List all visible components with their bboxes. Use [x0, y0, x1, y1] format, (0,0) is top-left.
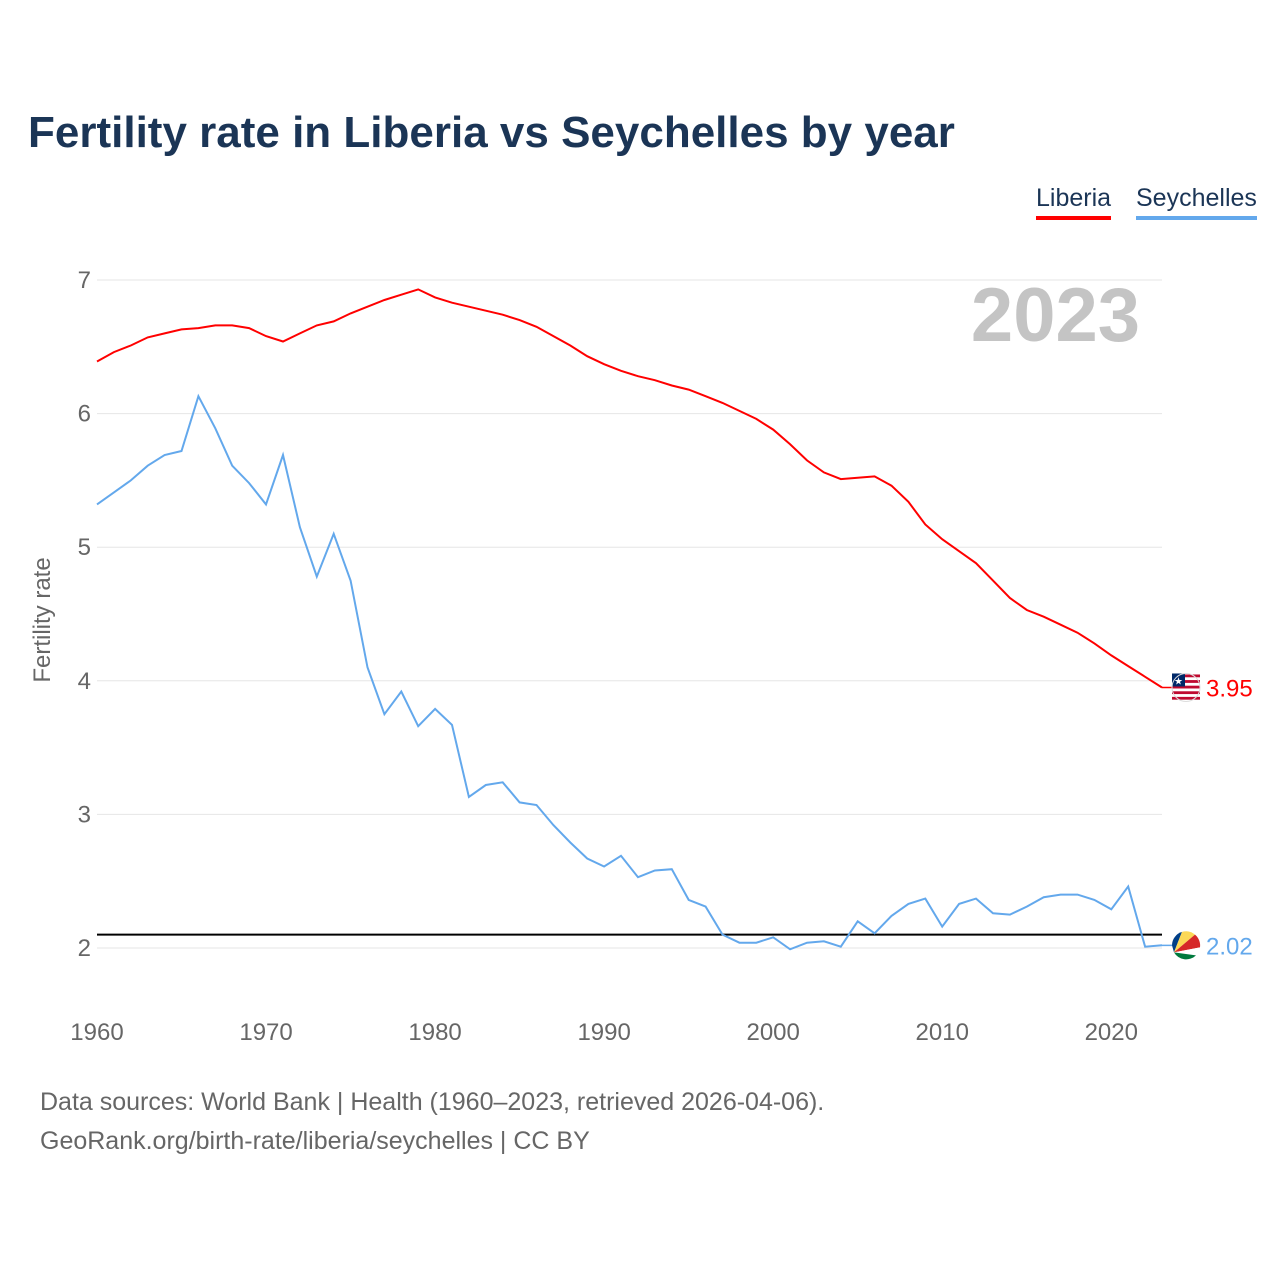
x-tick-label: 2020	[1085, 1019, 1138, 1046]
legend-liberia[interactable]: Liberia	[1036, 184, 1112, 220]
chart-title: Fertility rate in Liberia vs Seychelles …	[28, 108, 955, 157]
y-tick-label: 2	[78, 935, 91, 962]
flag-stripe	[1172, 680, 1200, 683]
year-label: 2023	[971, 273, 1140, 358]
flag-green	[1174, 952, 1196, 960]
flag-star: ★	[1174, 676, 1183, 687]
x-tick-label: 1960	[70, 1019, 123, 1046]
y-tick-label: 6	[78, 401, 91, 428]
flag-white	[1174, 947, 1200, 956]
legend-seychelles[interactable]: Seychelles	[1136, 184, 1257, 220]
x-tick-label: 2000	[746, 1019, 799, 1046]
x-tick-label: 1990	[577, 1019, 630, 1046]
flag-canton	[1172, 673, 1185, 687]
end-value-label-seychelles: 2.02	[1206, 933, 1253, 960]
flag-stripe	[1172, 696, 1200, 700]
footer-link[interactable]: GeoRank.org/birth-rate/liberia/seychelle…	[40, 1127, 590, 1155]
series-line-seychelles	[96, 393, 1163, 951]
flag-stripe	[1172, 685, 1200, 689]
y-tick-label: 4	[78, 668, 91, 695]
flag-stripe	[1172, 691, 1200, 695]
y-tick-label: 5	[78, 534, 91, 561]
flag-stripe	[1172, 674, 1200, 678]
flag-blue	[1172, 931, 1182, 953]
y-axis-label: Fertility rate	[29, 557, 56, 682]
x-tick-label: 1980	[408, 1019, 461, 1046]
flag-border	[1171, 672, 1201, 702]
y-tick-label: 7	[78, 267, 91, 294]
end-value-label-liberia: 3.95	[1206, 675, 1253, 702]
x-tick-label: 2010	[916, 1019, 969, 1046]
footer-sources: Data sources: World Bank | Health (1960–…	[40, 1088, 825, 1116]
flag-red	[1174, 934, 1201, 953]
flag-yellow	[1174, 931, 1195, 953]
series-line-liberia	[96, 288, 1163, 689]
y-tick-label: 3	[78, 801, 91, 828]
x-tick-label: 1970	[239, 1019, 292, 1046]
